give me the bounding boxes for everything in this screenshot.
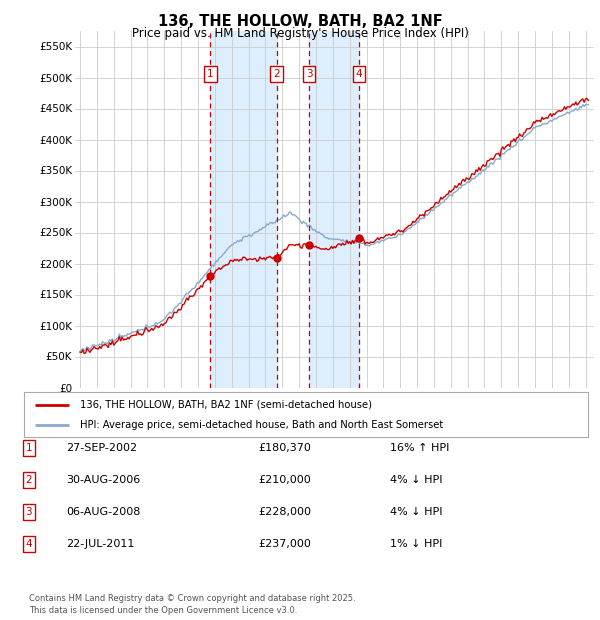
Text: 22-JUL-2011: 22-JUL-2011 — [66, 539, 134, 549]
Text: 06-AUG-2008: 06-AUG-2008 — [66, 507, 140, 517]
Text: £210,000: £210,000 — [258, 475, 311, 485]
Text: 16% ↑ HPI: 16% ↑ HPI — [390, 443, 449, 453]
Text: £180,370: £180,370 — [258, 443, 311, 453]
Text: 3: 3 — [25, 507, 32, 517]
Text: 30-AUG-2006: 30-AUG-2006 — [66, 475, 140, 485]
Text: Contains HM Land Registry data © Crown copyright and database right 2025.
This d: Contains HM Land Registry data © Crown c… — [29, 594, 355, 615]
Text: 4: 4 — [356, 69, 362, 79]
Text: 2: 2 — [273, 69, 280, 79]
Text: Price paid vs. HM Land Registry's House Price Index (HPI): Price paid vs. HM Land Registry's House … — [131, 27, 469, 40]
Text: 4% ↓ HPI: 4% ↓ HPI — [390, 507, 443, 517]
Text: £228,000: £228,000 — [258, 507, 311, 517]
Text: HPI: Average price, semi-detached house, Bath and North East Somerset: HPI: Average price, semi-detached house,… — [80, 420, 443, 430]
Text: 1% ↓ HPI: 1% ↓ HPI — [390, 539, 442, 549]
Text: 136, THE HOLLOW, BATH, BA2 1NF: 136, THE HOLLOW, BATH, BA2 1NF — [158, 14, 442, 29]
Text: 3: 3 — [306, 69, 313, 79]
Text: 1: 1 — [25, 443, 32, 453]
Text: 27-SEP-2002: 27-SEP-2002 — [66, 443, 137, 453]
Text: 2: 2 — [25, 475, 32, 485]
Bar — [211, 31, 277, 388]
Bar — [309, 31, 359, 388]
Text: £237,000: £237,000 — [258, 539, 311, 549]
Text: 4% ↓ HPI: 4% ↓ HPI — [390, 475, 443, 485]
Text: 4: 4 — [25, 539, 32, 549]
Text: 1: 1 — [207, 69, 214, 79]
Text: 136, THE HOLLOW, BATH, BA2 1NF (semi-detached house): 136, THE HOLLOW, BATH, BA2 1NF (semi-det… — [80, 399, 373, 410]
